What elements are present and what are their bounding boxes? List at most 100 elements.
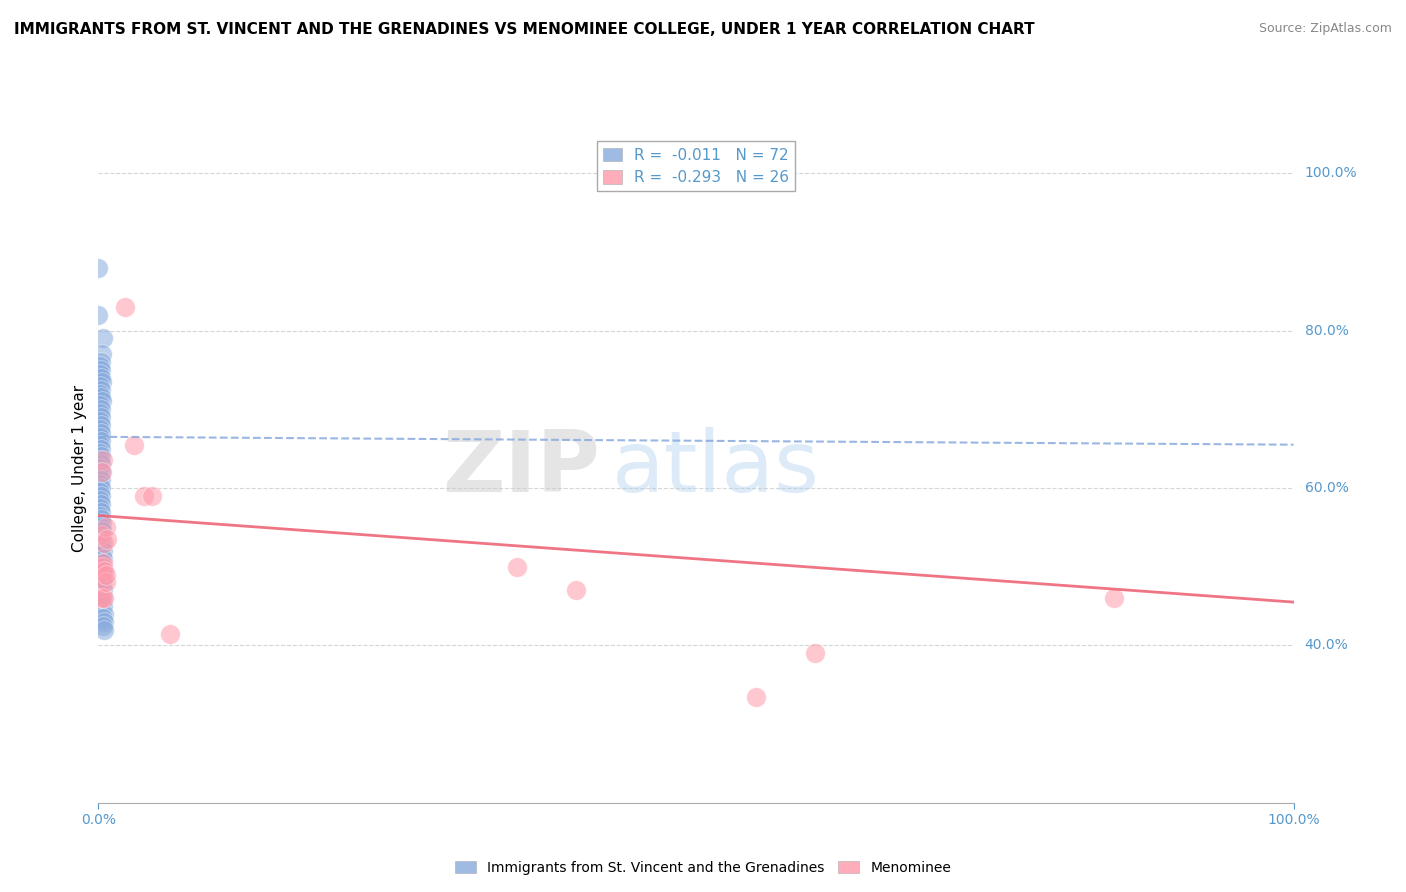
Point — [91, 524, 114, 539]
Point — [90, 520, 112, 534]
Point — [89, 453, 111, 467]
Point — [89, 398, 111, 412]
Point — [91, 591, 114, 606]
Point — [90, 442, 112, 456]
Point — [93, 615, 115, 629]
Legend: Immigrants from St. Vincent and the Grenadines, Menominee: Immigrants from St. Vincent and the Gren… — [450, 855, 956, 880]
Point — [89, 422, 111, 436]
Point — [90, 505, 112, 519]
Point — [96, 532, 118, 546]
Text: ZIP: ZIP — [443, 426, 600, 510]
Point — [90, 417, 112, 432]
Point — [93, 607, 115, 621]
Point — [91, 453, 114, 467]
Point — [89, 414, 111, 428]
Point — [93, 591, 115, 606]
Point — [90, 536, 112, 550]
Point — [89, 500, 111, 515]
Point — [89, 559, 111, 574]
Point — [89, 469, 111, 483]
Point — [91, 516, 114, 531]
Text: 60.0%: 60.0% — [1305, 481, 1348, 495]
Point — [91, 583, 114, 598]
Legend: R =  -0.011   N = 72, R =  -0.293   N = 26: R = -0.011 N = 72, R = -0.293 N = 26 — [598, 142, 794, 192]
Text: atlas: atlas — [612, 426, 820, 510]
Point — [91, 618, 114, 632]
Point — [89, 359, 111, 373]
Point — [90, 528, 112, 542]
Text: Source: ZipAtlas.com: Source: ZipAtlas.com — [1258, 22, 1392, 36]
Point — [745, 690, 768, 704]
Point — [89, 378, 111, 392]
Point — [91, 587, 114, 601]
Point — [114, 300, 136, 314]
Point — [93, 564, 115, 578]
Point — [89, 406, 111, 420]
Point — [141, 489, 163, 503]
Point — [93, 536, 115, 550]
Point — [89, 386, 111, 401]
Point — [91, 551, 114, 566]
Point — [91, 611, 114, 625]
Point — [89, 367, 111, 381]
Point — [87, 260, 110, 275]
Text: 80.0%: 80.0% — [1305, 324, 1348, 337]
Point — [89, 438, 111, 452]
Point — [506, 559, 529, 574]
Point — [93, 623, 115, 637]
Point — [91, 559, 114, 574]
Point — [91, 579, 114, 593]
Point — [90, 591, 112, 606]
Point — [89, 484, 111, 499]
Point — [90, 391, 112, 405]
Point — [91, 394, 114, 409]
Text: IMMIGRANTS FROM ST. VINCENT AND THE GRENADINES VS MENOMINEE COLLEGE, UNDER 1 YEA: IMMIGRANTS FROM ST. VINCENT AND THE GREN… — [14, 22, 1035, 37]
Text: 100.0%: 100.0% — [1305, 166, 1357, 180]
Point — [91, 591, 114, 606]
Text: 40.0%: 40.0% — [1305, 639, 1348, 652]
Point — [90, 355, 112, 369]
Y-axis label: College, Under 1 year: College, Under 1 year — [72, 384, 87, 552]
Point — [132, 489, 155, 503]
Point — [89, 508, 111, 523]
Point — [91, 599, 114, 613]
Point — [89, 445, 111, 459]
Point — [90, 497, 112, 511]
Point — [91, 564, 114, 578]
Point — [91, 544, 114, 558]
Point — [89, 492, 111, 507]
Point — [91, 465, 114, 479]
Point — [90, 473, 112, 487]
Point — [1102, 591, 1125, 606]
Point — [90, 434, 112, 448]
Point — [565, 583, 588, 598]
Point — [90, 410, 112, 425]
Point — [90, 425, 112, 440]
Point — [91, 575, 114, 590]
Point — [90, 489, 112, 503]
Point — [91, 540, 114, 554]
Point — [91, 375, 114, 389]
Point — [94, 575, 117, 590]
Point — [87, 308, 110, 322]
Point — [90, 383, 112, 397]
Point — [90, 402, 112, 417]
Point — [90, 371, 112, 385]
Point — [91, 556, 114, 570]
Point — [89, 461, 111, 475]
Point — [90, 465, 112, 479]
Point — [94, 567, 117, 582]
Point — [91, 567, 114, 582]
Point — [94, 520, 117, 534]
Point — [124, 438, 146, 452]
Point — [159, 626, 181, 640]
Point — [91, 548, 114, 562]
Point — [90, 450, 112, 464]
Point — [91, 532, 114, 546]
Point — [90, 363, 112, 377]
Point — [91, 556, 114, 570]
Point — [91, 347, 114, 361]
Point — [91, 331, 114, 345]
Point — [90, 512, 112, 526]
Point — [91, 572, 114, 586]
